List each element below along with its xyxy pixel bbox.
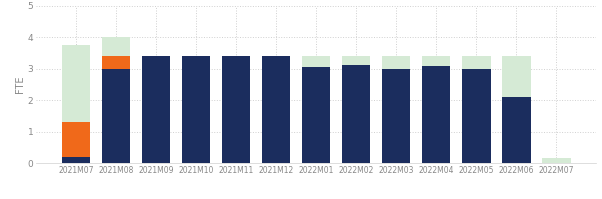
Bar bbox=[342, 65, 370, 163]
Bar bbox=[382, 56, 411, 163]
Bar bbox=[141, 56, 170, 163]
Bar bbox=[182, 56, 211, 163]
Bar bbox=[302, 67, 330, 163]
Bar bbox=[501, 97, 530, 163]
Bar bbox=[262, 56, 290, 163]
Bar bbox=[501, 56, 530, 163]
Bar bbox=[462, 56, 491, 163]
Y-axis label: FTE: FTE bbox=[15, 76, 25, 93]
Bar bbox=[102, 56, 131, 69]
Bar bbox=[382, 69, 411, 163]
Bar bbox=[61, 45, 90, 163]
Bar bbox=[102, 37, 131, 163]
Bar bbox=[222, 56, 250, 163]
Bar bbox=[342, 56, 370, 163]
Bar bbox=[462, 69, 491, 163]
Bar bbox=[302, 56, 330, 163]
Bar bbox=[141, 56, 170, 163]
Bar bbox=[61, 157, 90, 163]
Bar bbox=[61, 122, 90, 157]
Bar bbox=[182, 56, 211, 163]
Bar bbox=[222, 56, 250, 163]
Bar bbox=[421, 66, 450, 163]
Bar bbox=[542, 158, 571, 163]
Bar bbox=[262, 56, 290, 163]
Bar bbox=[421, 56, 450, 163]
Bar bbox=[102, 69, 131, 163]
